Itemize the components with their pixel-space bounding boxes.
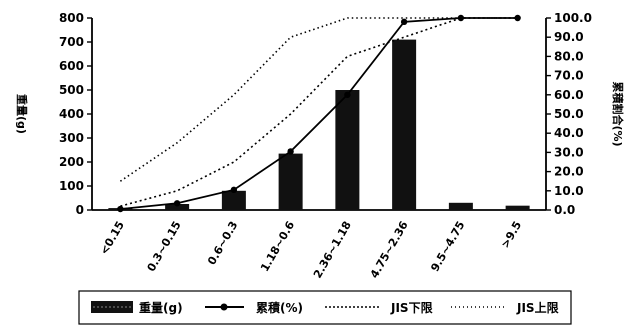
- bar-5: [392, 39, 417, 210]
- cumulative-point-3: [287, 148, 294, 155]
- right-y-tick-label: 70.0: [554, 69, 584, 83]
- left-y-tick-label: 200: [59, 155, 84, 169]
- bar-2: [221, 190, 246, 210]
- right-y-tick-label: 90.0: [554, 30, 584, 44]
- right-y-tick-label: 60.0: [554, 88, 584, 102]
- cumulative-point-1: [173, 200, 181, 207]
- legend-label-jis-lower: JIS下限: [390, 300, 433, 315]
- bar-4: [335, 90, 360, 210]
- right-y-tick-labels: 0.0 10.0 20.0 30.0 40.0 50.0 60.0 70.0 80.0 90.0 1…: [546, 11, 592, 217]
- right-y-tick-label: 20.0: [554, 165, 584, 179]
- right-y-tick-label: 30.0: [554, 145, 584, 159]
- cumulative-point-4: [344, 91, 351, 99]
- cumulative-point-2: [230, 186, 238, 194]
- cumulative-point-7: [514, 14, 521, 22]
- legend-marker-cumulative: [220, 303, 228, 311]
- left-y-tick-label: 800: [59, 11, 84, 25]
- left-y-tick-labels: 0 100 200 300 400 500 600 700 800: [59, 11, 92, 217]
- cumulative-point-0: [117, 205, 124, 213]
- left-y-tick-label: 500: [59, 83, 84, 97]
- right-y-tick-label: 40.0: [554, 126, 584, 140]
- cumulative-point-5: [400, 18, 408, 26]
- right-y-tick-label: 0.0: [554, 203, 575, 217]
- bar-series: [108, 39, 530, 210]
- right-y-tick-label: 10.0: [554, 184, 584, 198]
- line-series-group: [117, 14, 521, 213]
- right-y-tick-label: 100.0: [554, 11, 592, 25]
- left-y-tick-label: 400: [59, 107, 84, 121]
- legend-swatch-bar: [91, 301, 133, 313]
- legend: 重量(g) 累積(%) JIS下限 JIS上限: [78, 290, 572, 325]
- legend-label-jis-upper: JIS上限: [516, 300, 559, 315]
- bar-6: [448, 202, 473, 210]
- left-y-axis-title: 重量(g): [15, 94, 29, 134]
- line-series-2: [119, 17, 518, 182]
- right-y-axis-title: 累積割合(%): [611, 81, 625, 146]
- right-y-tick-label: 80.0: [554, 49, 584, 63]
- left-y-tick-label: 700: [59, 35, 84, 49]
- legend-label-cumulative: 累積(%): [256, 300, 303, 315]
- legend-label-weight: 重量(g): [139, 300, 183, 315]
- right-y-tick-label: 50.0: [554, 107, 584, 121]
- bar-1: [165, 204, 190, 210]
- left-y-tick-label: 600: [59, 59, 84, 73]
- left-y-tick-label: 0: [76, 203, 84, 217]
- left-y-tick-label: 300: [59, 131, 84, 145]
- bar-7: [505, 205, 530, 210]
- left-y-tick-label: 100: [59, 179, 84, 193]
- bar-3: [278, 153, 303, 210]
